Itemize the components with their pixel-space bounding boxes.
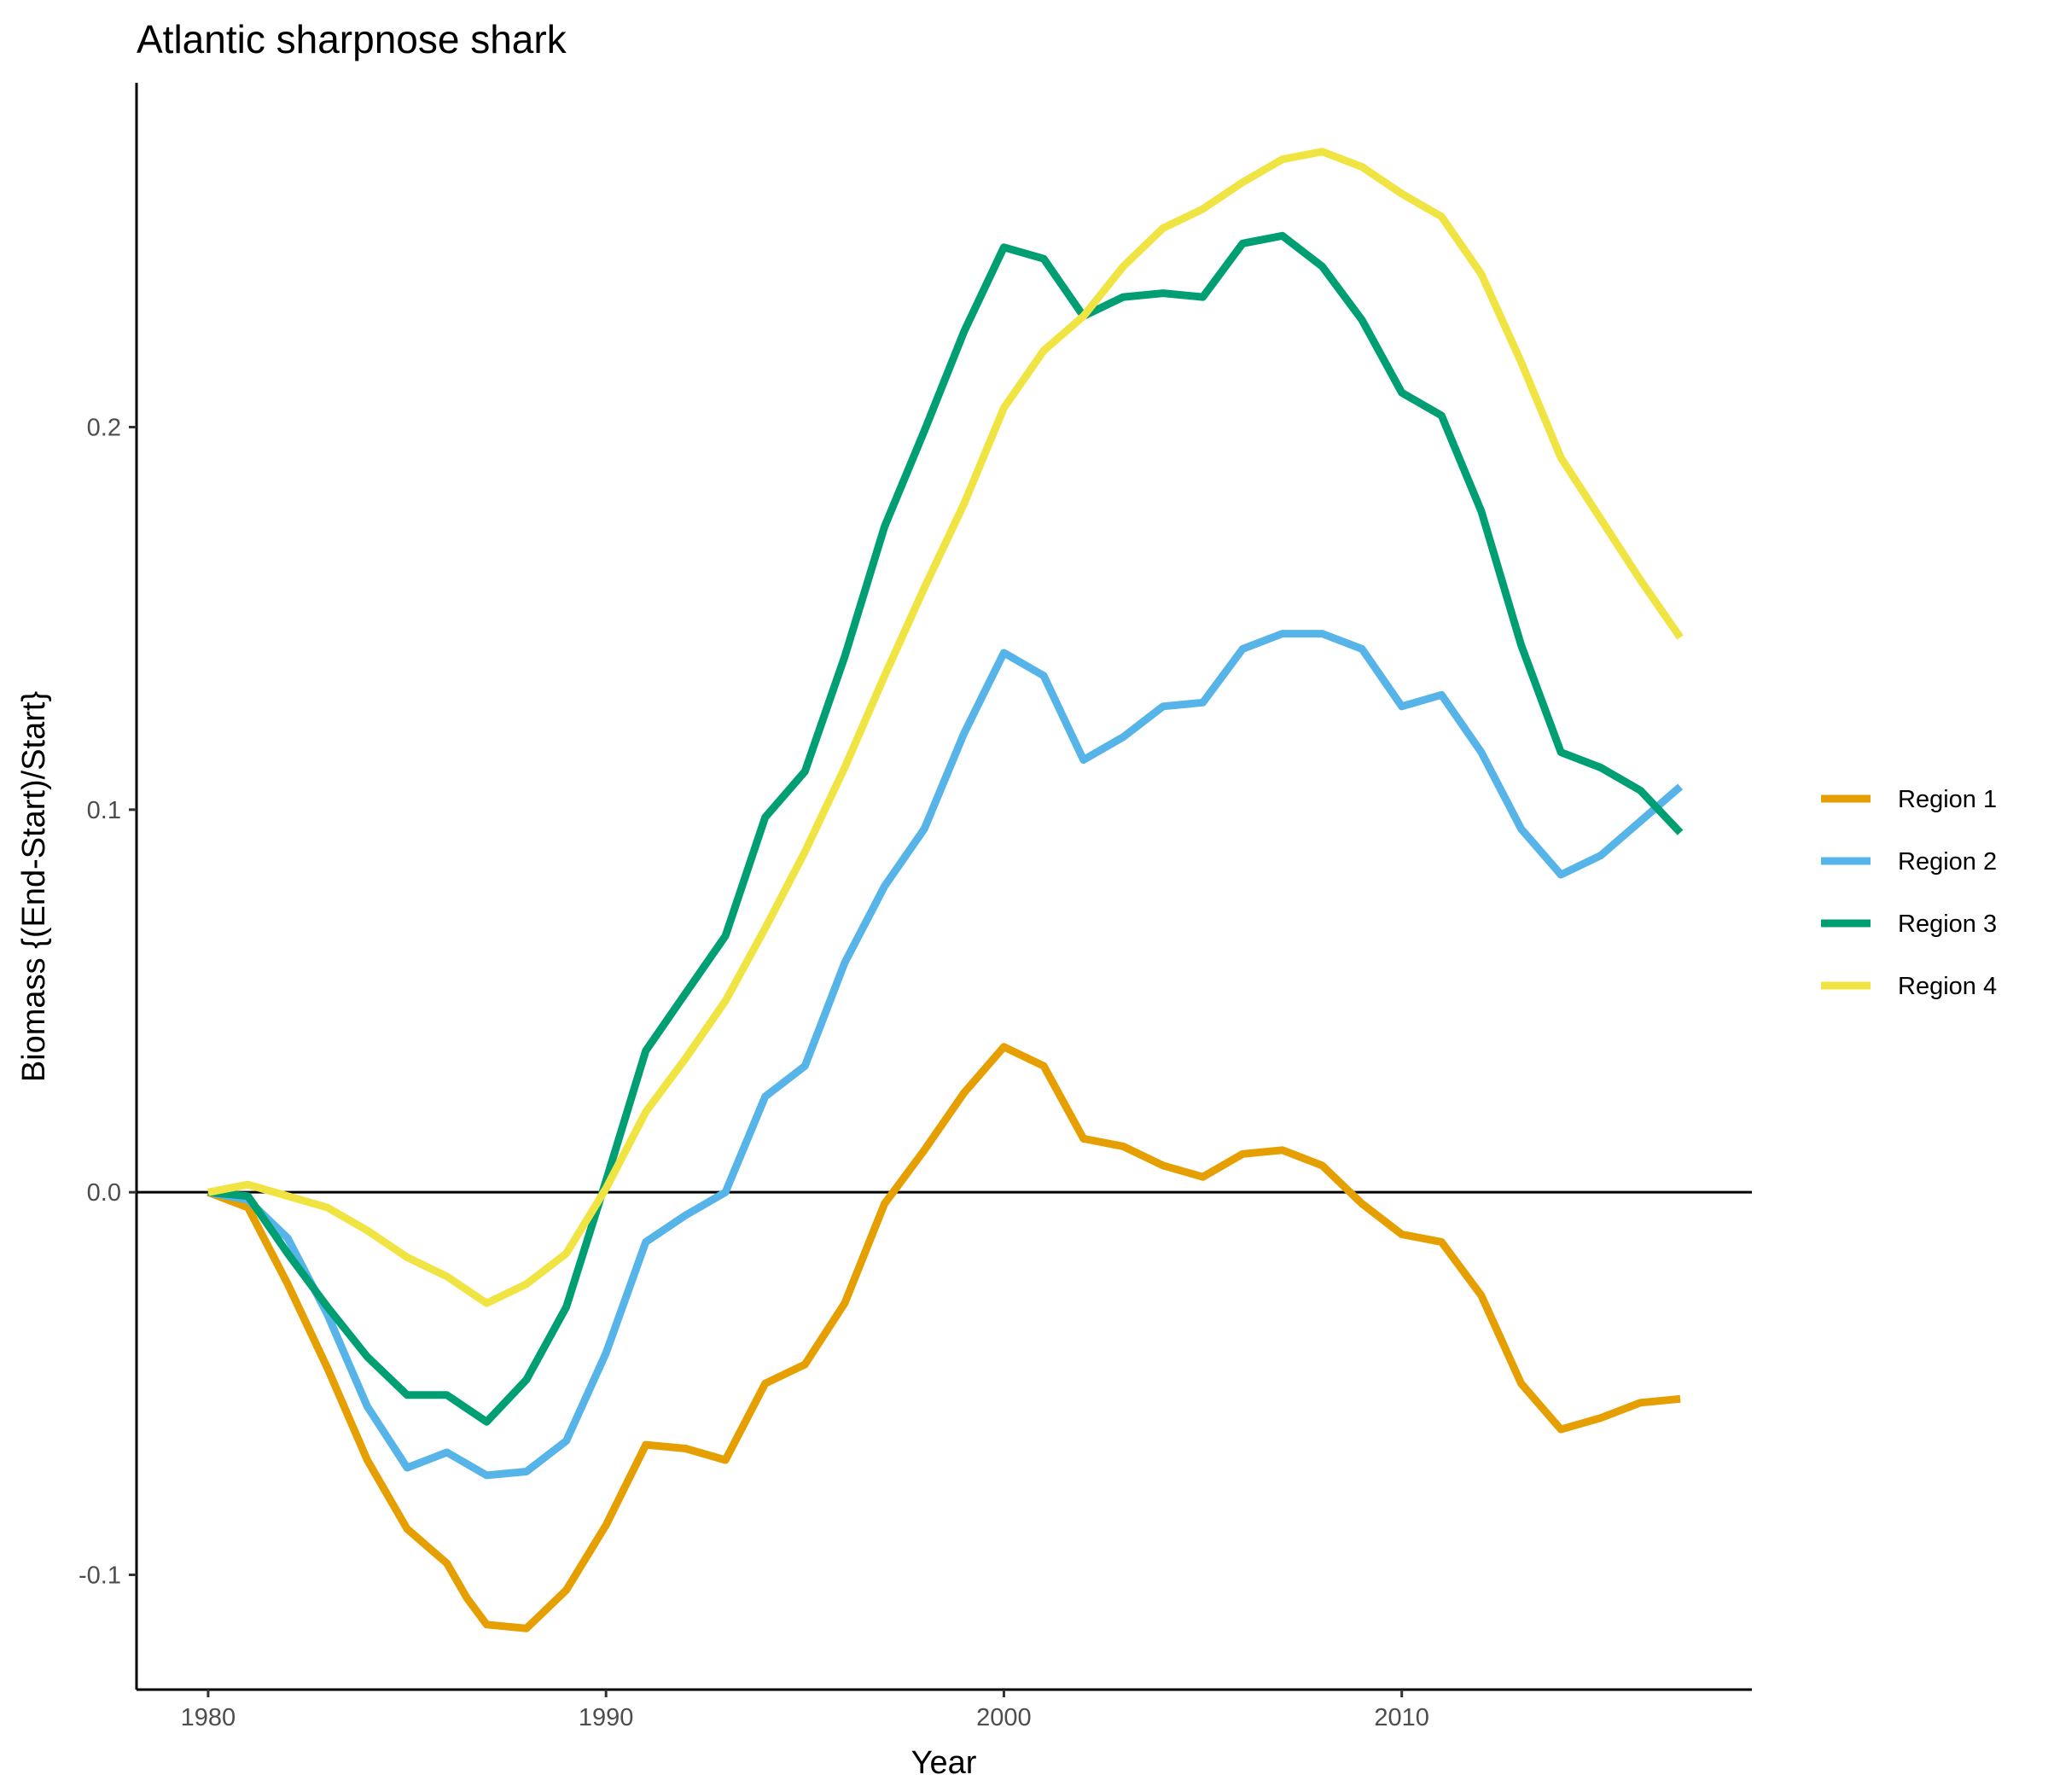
x-tick-label: 1980 [181,1704,236,1731]
legend-label-region-2: Region 2 [1898,848,1997,876]
chart-title: Atlantic sharpnose shark [137,17,567,61]
legend-label-region-4: Region 4 [1898,973,1997,1000]
y-tick-label: 0.0 [87,1179,121,1207]
y-tick-label: -0.1 [79,1562,121,1590]
x-tick-label: 2000 [976,1704,1032,1731]
series-line-region-1 [207,1043,1681,1632]
y-tick-label: 0.1 [87,797,121,824]
series-line-region-2 [207,630,1684,1480]
x-tick-label: 1990 [579,1704,634,1731]
x-tick-label: 2010 [1374,1704,1429,1731]
legend-label-region-3: Region 3 [1898,911,1997,938]
legend-label-region-1: Region 1 [1898,786,1997,813]
y-axis-title: Biomass {(End-Start)/Start} [16,691,52,1082]
legend: Region 1 Region 2 Region 3 Region 4 [1821,786,1997,1000]
series-line-region-4 [207,148,1684,1307]
series-line-region-3 [207,231,1684,1426]
x-axis-title: Year [911,1745,977,1781]
y-tick-label: 0.2 [87,415,121,442]
